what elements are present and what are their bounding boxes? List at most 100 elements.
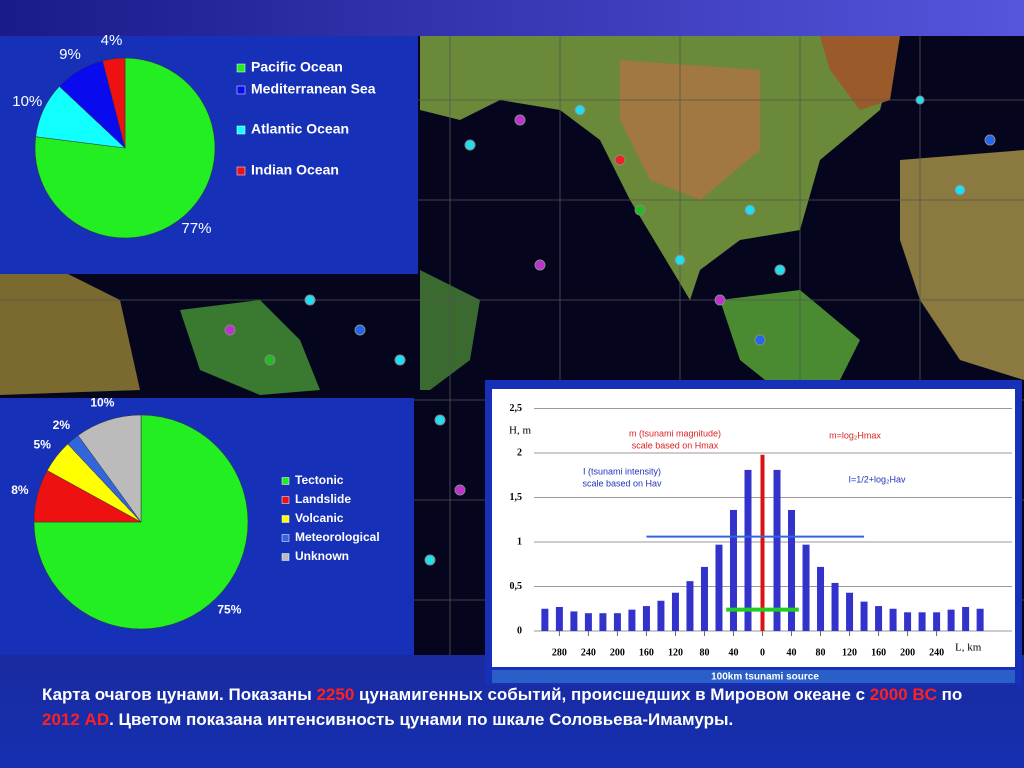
bar [599,613,607,631]
legend-swatch [281,534,290,542]
slice-label: 4% [101,32,123,49]
bar [976,608,984,631]
source-bar [760,454,765,631]
pie-slice [77,414,142,523]
bar [642,606,650,631]
annotation: scale based on Hav [582,478,662,488]
x-tick-label: 120 [668,647,683,658]
annotation: scale based on Hmax [632,440,719,450]
pie-slice [33,414,249,630]
bar [788,509,796,631]
bar [715,544,723,631]
x-tick-label: 80 [816,647,826,658]
caption: Карта очагов цунами. Показаны 2250 цунам… [42,682,1002,732]
y-tick-label: 0,5 [510,581,523,592]
legend-swatch [281,496,290,504]
bar [889,608,897,631]
legend-swatch [236,63,246,73]
bar [686,581,694,631]
legend-swatch [236,125,246,135]
legend-label: Unknown [295,549,349,563]
y-axis-label: H, m [509,425,531,437]
bar [628,609,636,631]
annotation: m=log₂Hmax [829,430,881,440]
legend-label: Volcanic [295,511,344,525]
legend-label: Tectonic [295,473,344,487]
y-tick-label: 2,5 [510,403,523,414]
bar [802,544,810,631]
bar [817,566,825,631]
legend-label: Meteorological [295,530,380,544]
caption-part: цунамигенных событий, происшедших в Миро… [354,685,870,704]
legend-label: Mediterranean Sea [251,81,376,97]
y-tick-label: 0 [517,625,522,636]
x-tick-label: 80 [699,647,709,658]
bar [773,469,781,631]
x-tick-label: 160 [871,647,886,658]
slice-label: 77% [181,220,211,237]
annotation: I=1/2+log₂Hav [848,474,906,484]
bar [875,606,883,631]
slice-label: 2% [53,418,71,432]
caption-part: . Цветом показана интенсивность цунами п… [109,710,734,729]
x-tick-label: 40 [787,647,797,658]
x-tick-label: 200 [610,647,625,658]
x-tick-label: 40 [728,647,738,658]
x-tick-label: 120 [842,647,857,658]
caption-part: по [936,685,963,704]
bar [570,611,578,631]
x-tick-label: 200 [900,647,915,658]
legend-swatch [281,477,290,485]
bar [860,601,868,631]
bar [744,469,752,631]
bar [700,566,708,631]
legend-label: Pacific Ocean [251,59,343,75]
bar [555,606,563,631]
bar-footer [492,670,1015,683]
bar [918,612,926,631]
bar [846,592,854,631]
footer-label: 100km tsunami source [711,672,819,683]
legend-label: Landslide [295,492,351,506]
x-axis-label: L, km [955,642,982,654]
legend-swatch [281,553,290,561]
slice-label: 75% [217,603,241,617]
bar [962,606,970,631]
slice-label: 8% [11,483,29,497]
bar [831,582,839,631]
bar [541,608,549,631]
caption-part: 2250 [316,685,355,704]
slice-label: 10% [90,395,114,409]
bar-plot-area [492,389,1015,667]
top-band [0,0,1024,36]
x-tick-label: 0 [760,647,765,658]
slice-label: 10% [12,93,42,110]
x-tick-label: 280 [552,647,567,658]
legend-swatch [236,166,246,176]
slice-label: 5% [34,438,52,452]
y-tick-label: 1 [517,536,522,547]
bar [904,612,912,631]
legend-swatch [281,515,290,523]
caption-part: Карта очагов цунами. Показаны [42,685,317,704]
bar [671,592,679,631]
caption-part: 2000 BC [869,685,937,704]
caption-part: 2012 AD [42,710,110,729]
y-tick-label: 1,5 [510,492,523,503]
bar [657,600,665,631]
bar [613,613,621,631]
bar [584,613,592,631]
legend-label: Atlantic Ocean [251,121,349,137]
annotation: I (tsunami intensity) [583,466,661,476]
annotation: m (tsunami magnitude) [629,428,721,438]
y-tick-label: 2 [517,447,522,458]
legend-label: Indian Ocean [251,162,339,178]
x-tick-label: 240 [929,647,944,658]
x-tick-label: 240 [581,647,596,658]
bar [947,609,955,631]
bar [933,612,941,631]
legend-swatch [236,85,246,95]
pie-slice [102,57,126,149]
